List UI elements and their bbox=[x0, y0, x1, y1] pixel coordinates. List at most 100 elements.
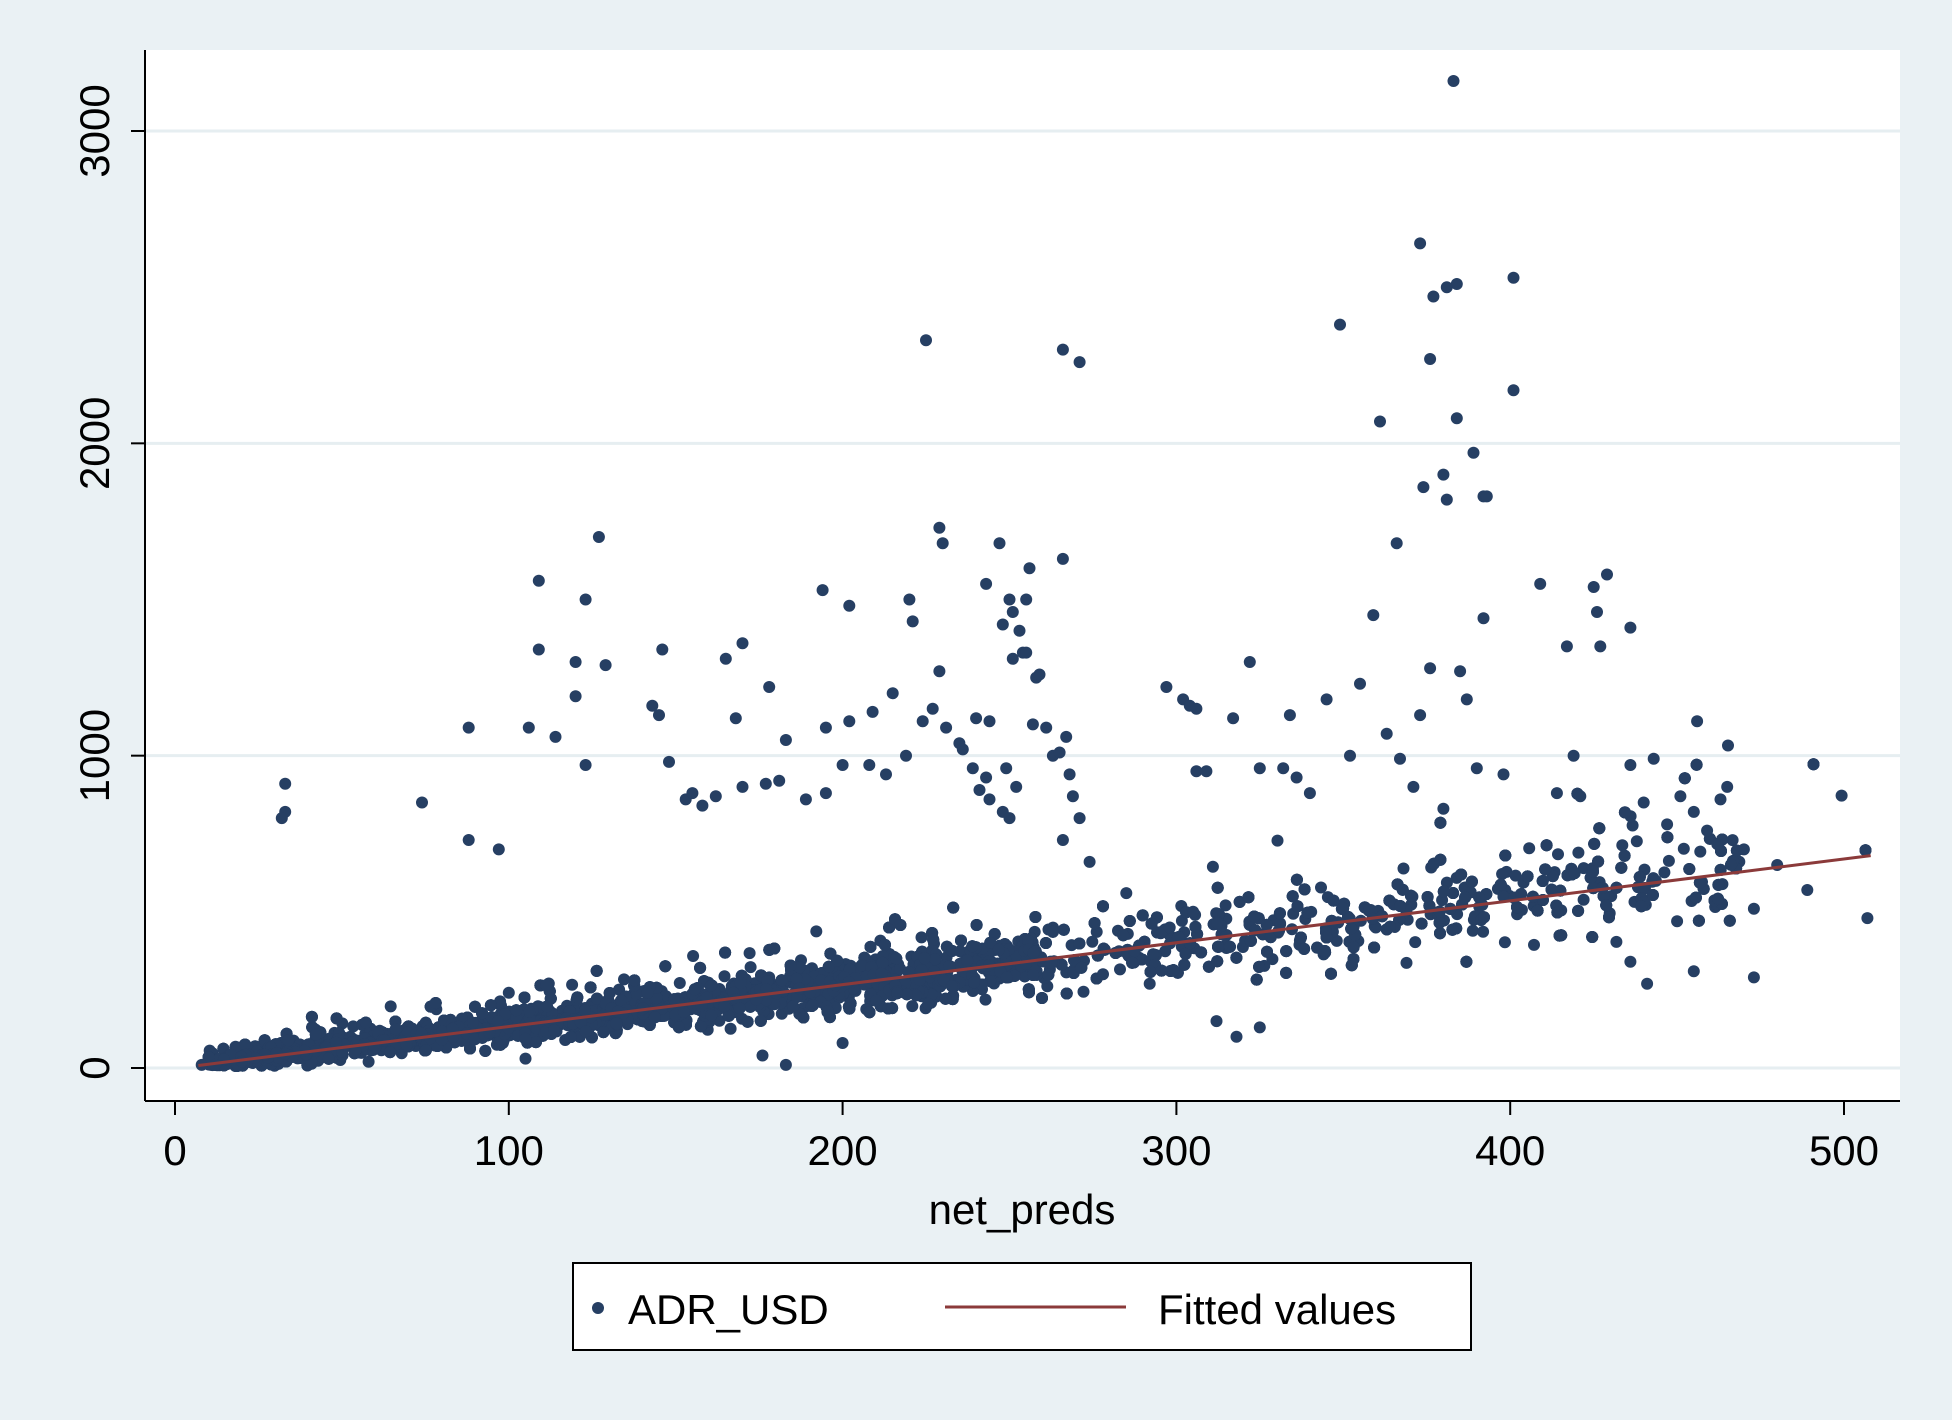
data-point bbox=[763, 943, 776, 956]
data-point bbox=[1073, 937, 1086, 950]
data-point bbox=[970, 919, 983, 931]
data-point bbox=[879, 938, 891, 951]
data-point bbox=[1499, 849, 1512, 862]
data-point bbox=[1630, 835, 1643, 848]
data-point bbox=[1662, 854, 1675, 867]
data-point bbox=[1301, 906, 1314, 919]
data-point bbox=[722, 1009, 735, 1022]
data-point bbox=[359, 1016, 372, 1029]
data-point bbox=[566, 978, 579, 991]
data-point bbox=[910, 989, 923, 1002]
data-point bbox=[1211, 881, 1224, 894]
data-point bbox=[1689, 891, 1702, 904]
data-point bbox=[1531, 904, 1544, 917]
data-point bbox=[793, 961, 806, 974]
data-point bbox=[719, 946, 732, 959]
data-point bbox=[1230, 951, 1243, 964]
data-point bbox=[1455, 868, 1468, 881]
data-point bbox=[1223, 940, 1236, 953]
data-point bbox=[1325, 967, 1337, 980]
data-point bbox=[1264, 931, 1277, 944]
data-point bbox=[1477, 925, 1490, 938]
data-point bbox=[687, 950, 700, 962]
data-point bbox=[1635, 900, 1648, 913]
data-point bbox=[1722, 739, 1734, 752]
data-point bbox=[915, 931, 928, 944]
data-point bbox=[790, 972, 803, 985]
data-point bbox=[615, 994, 628, 1007]
data-point bbox=[918, 952, 931, 965]
data-point bbox=[1123, 915, 1136, 927]
data-point bbox=[1075, 961, 1088, 974]
data-point bbox=[1244, 934, 1257, 947]
data-point bbox=[1368, 941, 1381, 954]
data-point bbox=[1039, 937, 1052, 949]
data-point bbox=[1551, 906, 1564, 919]
data-point bbox=[571, 991, 584, 1004]
data-point bbox=[1384, 920, 1396, 933]
data-point bbox=[894, 919, 907, 931]
data-point bbox=[305, 1010, 318, 1023]
data-point bbox=[1315, 881, 1327, 894]
data-point bbox=[1421, 891, 1434, 903]
data-point bbox=[1144, 965, 1157, 978]
data-point bbox=[754, 1014, 767, 1027]
data-point bbox=[1603, 911, 1615, 924]
data-point bbox=[864, 940, 877, 953]
data-point bbox=[1117, 929, 1130, 942]
data-point bbox=[659, 960, 672, 973]
data-point bbox=[1391, 878, 1404, 891]
data-point bbox=[1509, 869, 1522, 882]
data-point bbox=[1189, 920, 1202, 933]
data-point bbox=[1167, 964, 1180, 977]
data-point bbox=[1577, 893, 1590, 906]
data-point bbox=[1253, 960, 1266, 973]
data-point bbox=[590, 964, 603, 977]
data-point bbox=[913, 974, 926, 986]
data-point bbox=[1712, 878, 1725, 891]
data-point bbox=[1511, 901, 1523, 914]
data-point bbox=[1615, 861, 1628, 874]
data-point bbox=[518, 991, 531, 1004]
data-point bbox=[1261, 945, 1273, 958]
data-point bbox=[1678, 772, 1691, 785]
data-point bbox=[618, 973, 630, 986]
data-point bbox=[1060, 987, 1073, 1000]
data-point bbox=[476, 1007, 489, 1020]
data-point bbox=[1523, 842, 1536, 855]
data-point bbox=[1497, 890, 1510, 903]
data-point bbox=[1446, 923, 1459, 936]
data-point bbox=[1618, 849, 1631, 862]
data-point bbox=[694, 1020, 707, 1033]
data-point bbox=[979, 993, 992, 1006]
data-point bbox=[1088, 917, 1101, 930]
data-point bbox=[1693, 876, 1706, 889]
data-point bbox=[347, 1020, 360, 1033]
data-point bbox=[1515, 888, 1528, 901]
data-point bbox=[744, 961, 757, 974]
data-point bbox=[946, 944, 959, 957]
data-point bbox=[1434, 927, 1446, 940]
data-point bbox=[494, 995, 507, 1008]
data-point bbox=[855, 959, 868, 972]
data-point bbox=[1345, 922, 1358, 935]
data-point bbox=[1460, 955, 1473, 968]
data-point bbox=[1572, 846, 1585, 859]
data-point bbox=[743, 947, 756, 960]
data-point bbox=[591, 992, 603, 1005]
data-point bbox=[1725, 858, 1738, 871]
data-point bbox=[1694, 845, 1707, 858]
data-point bbox=[1036, 992, 1048, 1004]
data-point bbox=[1280, 945, 1293, 958]
data-point bbox=[429, 997, 442, 1009]
data-point bbox=[1677, 842, 1690, 855]
data-point bbox=[1260, 918, 1273, 931]
data-point bbox=[1347, 941, 1360, 954]
data-point bbox=[1692, 914, 1705, 927]
data-point bbox=[1690, 758, 1703, 771]
data-point bbox=[1298, 942, 1311, 955]
data-point bbox=[1466, 924, 1479, 937]
data-point bbox=[906, 1000, 919, 1013]
data-point bbox=[650, 991, 663, 1004]
